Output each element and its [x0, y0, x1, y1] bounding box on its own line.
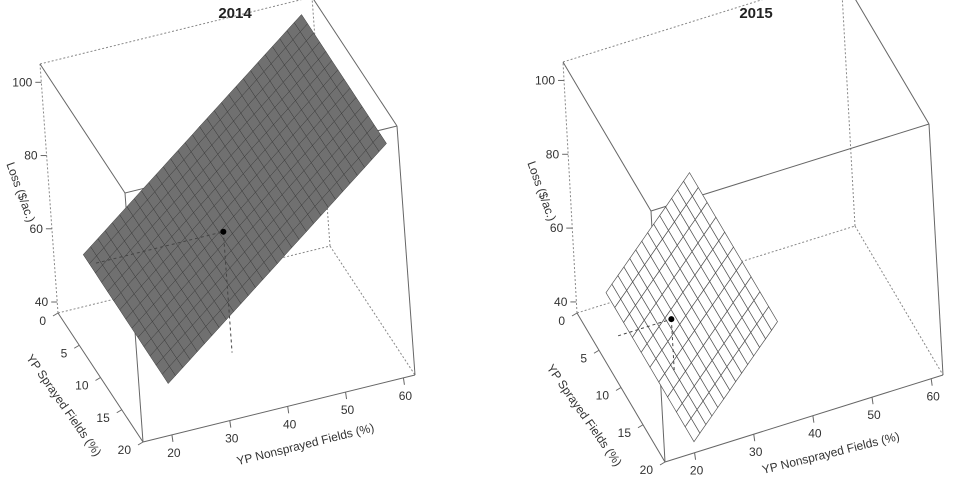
guide-line [95, 231, 224, 264]
y-tick-label: 5 [61, 346, 68, 360]
y-tick-label: 10 [75, 379, 89, 393]
drop-line [222, 231, 233, 353]
box-edge [313, 0, 398, 127]
z-tick-label: 100 [535, 73, 555, 87]
y-tick-label: 15 [96, 411, 110, 425]
x-tick [753, 434, 756, 442]
z-tick-label: 40 [554, 295, 568, 309]
surface [82, 14, 387, 385]
x-axis-label: YP Nonsprayed Fields (%) [761, 429, 901, 477]
x-tick [930, 378, 933, 386]
x-tick [287, 406, 290, 414]
box-edge [39, 63, 59, 314]
y-tick-label: 20 [118, 443, 132, 457]
box-edge [855, 0, 930, 125]
box-edge [841, 0, 856, 227]
box-edge [562, 61, 652, 212]
y-axis-label: YP Sprayed Fields (%) [23, 352, 104, 459]
x-tick [229, 420, 232, 428]
box-edge [39, 63, 126, 194]
x-tick [171, 434, 174, 442]
y-tick [137, 441, 144, 446]
y-tick [593, 349, 600, 354]
y-tick [73, 344, 80, 349]
y-tick [95, 377, 101, 381]
x-tick-label: 20 [690, 464, 704, 477]
z-tick-label: 80 [546, 147, 560, 161]
chart-title: 2014 [218, 5, 252, 22]
y-tick-label: 0 [39, 314, 46, 328]
x-tick-label: 60 [926, 390, 940, 404]
y-tick-label: 5 [580, 351, 587, 365]
z-tick-label: 60 [550, 221, 564, 235]
z-tick-label: 40 [35, 295, 49, 309]
x-tick-label: 50 [341, 403, 355, 417]
surface-cell [372, 133, 387, 152]
y-tick [116, 409, 123, 414]
x-axis-label: YP Nonsprayed Fields (%) [235, 420, 375, 468]
data-point [220, 228, 227, 235]
z-tick-label: 80 [24, 149, 38, 163]
surface [605, 171, 778, 443]
x-tick-label: 60 [399, 389, 413, 403]
chart-title: 2015 [739, 5, 772, 22]
x-tick [345, 392, 348, 400]
y-tick [571, 312, 578, 317]
y-tick [52, 312, 59, 317]
z-tick-label: 100 [12, 75, 32, 89]
box-edge [664, 374, 944, 463]
y-tick-label: 20 [640, 463, 654, 477]
y-tick-label: 15 [618, 426, 632, 440]
box-edge [39, 0, 302, 65]
box-edge [854, 225, 944, 376]
z-tick-label: 60 [30, 222, 44, 236]
data-point [668, 316, 675, 323]
y-tick [615, 387, 622, 391]
x-tick [871, 397, 874, 405]
y-tick-label: 10 [596, 389, 610, 403]
x-tick-label: 30 [749, 445, 763, 459]
y-tick [659, 461, 666, 466]
x-tick [812, 415, 815, 423]
x-tick-label: 40 [808, 427, 822, 441]
box-edge [396, 125, 416, 376]
box-edge [329, 245, 416, 376]
y-tick-label: 0 [558, 314, 565, 328]
x-tick-label: 50 [867, 408, 881, 422]
x-tick-label: 40 [283, 417, 297, 431]
y-axis-label: YP Sprayed Fields (%) [544, 362, 625, 469]
box-edge [562, 61, 578, 314]
box-edge [928, 123, 944, 376]
y-tick [637, 424, 644, 429]
x-tick [402, 377, 405, 385]
box-edge [562, 0, 763, 63]
x-tick [694, 452, 697, 460]
drop-line [670, 319, 675, 371]
z-axis-label: Loss ($/ac.) [3, 160, 38, 224]
x-tick-label: 30 [225, 432, 239, 446]
z-axis-label: Loss ($/ac.) [524, 159, 559, 223]
x-tick-label: 20 [167, 446, 181, 460]
box-edge [142, 374, 416, 443]
surface-cell [762, 306, 778, 331]
